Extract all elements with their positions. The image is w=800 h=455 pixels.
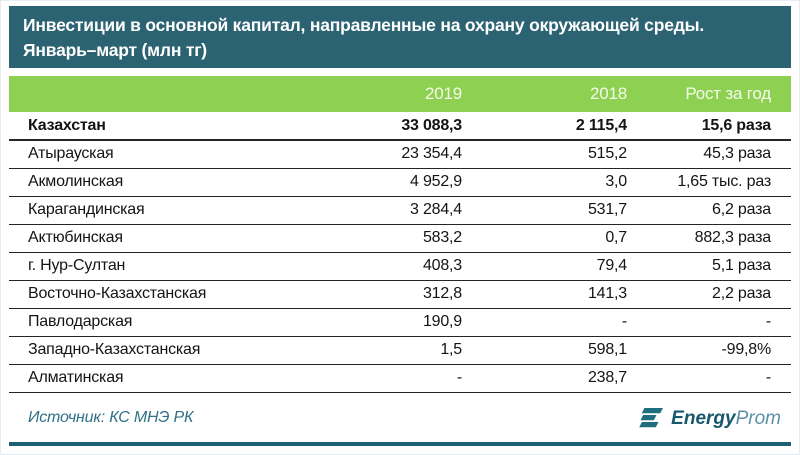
logo-text-prom: Prom: [735, 407, 781, 429]
cell-growth: 15,6 раза: [637, 112, 791, 141]
column-header-2019: 2019: [424, 84, 462, 103]
cell-2018: 238,7: [472, 364, 637, 393]
cell-2019: 1,5: [330, 336, 472, 365]
cell-growth: 5,1 раза: [637, 252, 791, 281]
cell-region: г. Нур-Султан: [9, 252, 330, 281]
cell-2018: 598,1: [472, 336, 637, 365]
cell-region: Актюбинская: [9, 224, 330, 253]
cell-region: Восточно-Казахстанская: [9, 280, 330, 309]
cell-region: Карагандинская: [9, 196, 330, 225]
logo-text-energy: Energy: [671, 407, 736, 429]
cell-2019: -: [330, 364, 472, 393]
cell-growth: -: [637, 308, 791, 337]
table-header-row: 2019 2018 Рост за год: [9, 76, 791, 112]
table-row-pavlodar: Павлодарская 190,9 - -: [9, 308, 791, 337]
column-header-region: [9, 76, 330, 112]
cell-2019: 4 952,9: [330, 168, 472, 197]
cell-region: Казахстан: [9, 112, 330, 141]
cell-2019: 312,8: [330, 280, 472, 309]
column-header-growth: Рост за год: [685, 84, 771, 103]
cell-growth: 882,3 раза: [637, 224, 791, 253]
cell-2018: 515,2: [472, 140, 637, 169]
energyprom-logo: EnergyProm: [639, 407, 781, 429]
energyprom-logo-icon: [639, 407, 671, 429]
cell-growth: -: [637, 364, 791, 393]
page-title: Инвестиции в основной капитал, направлен…: [9, 6, 791, 68]
cell-2018: 2 115,4: [472, 112, 637, 141]
table-row-aktobe: Актюбинская 583,2 0,7 882,3 раза: [9, 224, 791, 253]
table-row-akmola: Акмолинская 4 952,9 3,0 1,65 тыс. раз: [9, 168, 791, 197]
table-row-atyrau: Атырауская 23 354,4 515,2 45,3 раза: [9, 140, 791, 169]
cell-region: Акмолинская: [9, 168, 330, 197]
cell-2018: -: [472, 308, 637, 337]
bottom-rule: [9, 442, 791, 446]
cell-2019: 408,3: [330, 252, 472, 281]
cell-2019: 190,9: [330, 308, 472, 337]
table-row-nur-sultan: г. Нур-Султан 408,3 79,4 5,1 раза: [9, 252, 791, 281]
cell-2018: 531,7: [472, 196, 637, 225]
cell-2019: 3 284,4: [330, 196, 472, 225]
cell-2018: 3,0: [472, 168, 637, 197]
footer: Источник: КС МНЭ РК EnergyProm: [9, 396, 791, 440]
cell-2019: 583,2: [330, 224, 472, 253]
cell-growth: -99,8%: [637, 336, 791, 365]
title-line-1: Инвестиции в основной капитал, направлен…: [23, 15, 705, 35]
investment-table: 2019 2018 Рост за год Казахстан 33 088,3…: [9, 76, 791, 393]
energyprom-logo-text: EnergyProm: [671, 409, 781, 428]
column-header-2018: 2018: [589, 84, 627, 103]
cell-growth: 45,3 раза: [637, 140, 791, 169]
cell-2018: 79,4: [472, 252, 637, 281]
cell-growth: 6,2 раза: [637, 196, 791, 225]
cell-growth: 1,65 тыс. раз: [637, 168, 791, 197]
cell-region: Алматинская: [9, 364, 330, 393]
table-row-karaganda: Карагандинская 3 284,4 531,7 6,2 раза: [9, 196, 791, 225]
cell-2019: 23 354,4: [330, 140, 472, 169]
cell-region: Западно-Казахстанская: [9, 336, 330, 365]
table-row-west-kazakhstan: Западно-Казахстанская 1,5 598,1 -99,8%: [9, 336, 791, 365]
table-row-kazakhstan: Казахстан 33 088,3 2 115,4 15,6 раза: [9, 112, 791, 141]
cell-growth: 2,2 раза: [637, 280, 791, 309]
cell-2018: 141,3: [472, 280, 637, 309]
table-row-almaty-region: Алматинская - 238,7 -: [9, 364, 791, 393]
title-line-2: Январь–март (млн тг): [23, 40, 207, 60]
cell-region: Атырауская: [9, 140, 330, 169]
cell-2018: 0,7: [472, 224, 637, 253]
source-note: Источник: КС МНЭ РК: [28, 409, 194, 426]
cell-2019: 33 088,3: [330, 112, 472, 141]
table-row-east-kazakhstan: Восточно-Казахстанская 312,8 141,3 2,2 р…: [9, 280, 791, 309]
cell-region: Павлодарская: [9, 308, 330, 337]
